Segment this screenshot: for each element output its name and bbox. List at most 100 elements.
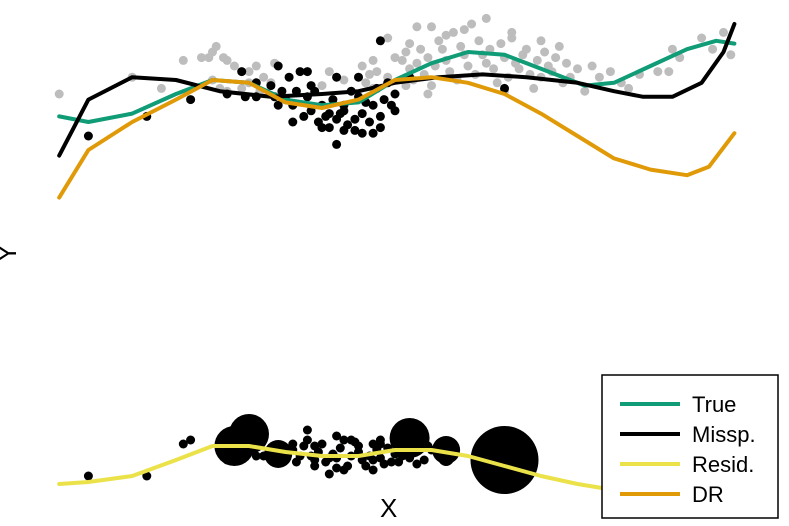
points-observed-point-49 [390, 106, 400, 116]
points-unobserved-point-85 [664, 67, 674, 77]
points-unobserved-point-66 [532, 55, 542, 65]
points-unobserved-point-79 [594, 72, 604, 82]
points-unobserved-point-54 [489, 64, 499, 74]
points-unobserved-point-61 [514, 64, 524, 74]
points-unobserved-point-78 [587, 61, 597, 71]
points-unobserved-point-84 [653, 67, 663, 77]
points-weighted-point-50 [332, 463, 342, 473]
points-unobserved-point-74 [562, 58, 571, 68]
points-unobserved-point-43 [448, 27, 458, 37]
points-weighted-point-46 [419, 455, 429, 465]
points-unobserved-point-12 [259, 72, 269, 82]
points-weighted-point-59 [354, 441, 363, 451]
points-unobserved-point-39 [434, 36, 444, 46]
points-unobserved-point-29 [401, 47, 411, 57]
points-observed-point-58 [273, 61, 283, 71]
points-weighted-point-20 [317, 439, 327, 449]
x-axis-label: X [380, 493, 397, 523]
points-observed-point-31 [357, 109, 367, 119]
points-observed-point-59 [302, 67, 312, 77]
line-true [57, 38, 737, 124]
panel-bottom [57, 414, 675, 494]
points-unobserved-point-25 [372, 67, 382, 77]
points-observed-point-46 [357, 128, 367, 138]
points-weighted-point-63 [302, 425, 312, 435]
legend-label-3: DR [692, 482, 724, 507]
points-weighted-point-26 [339, 435, 349, 445]
points-observed-point-57 [375, 36, 385, 46]
points-observed-point-24 [332, 139, 342, 149]
points-unobserved-point-107 [156, 83, 166, 93]
points-unobserved-point-8 [222, 55, 232, 65]
points-unobserved-point-28 [397, 55, 407, 65]
points-observed-point-40 [390, 89, 400, 99]
points-unobserved-point-9 [229, 61, 239, 71]
points-unobserved-point-37 [427, 81, 436, 91]
points-unobserved-point-21 [357, 61, 367, 71]
points-unobserved-point-94 [507, 27, 517, 37]
points-weighted-point-60 [368, 455, 378, 465]
points-unobserved-point-98 [427, 22, 436, 32]
points-unobserved-point-6 [211, 41, 221, 51]
points-weighted-point-54 [310, 441, 320, 451]
points-unobserved-point-76 [573, 64, 582, 74]
points-observed-point-8 [273, 100, 283, 110]
points-unobserved-point-82 [624, 83, 634, 93]
points-unobserved-point-92 [459, 25, 469, 35]
points-unobserved-point-71 [551, 53, 561, 63]
points-unobserved-point-30 [405, 39, 415, 49]
points-unobserved-point-48 [467, 19, 477, 29]
points-weighted-large-point-5 [470, 426, 539, 494]
points-observed-point-54 [306, 81, 316, 91]
points-observed-point-34 [368, 100, 378, 110]
points-observed-point-52 [186, 95, 196, 105]
points-weighted-point-3 [186, 435, 196, 445]
points-unobserved-point-27 [390, 53, 400, 63]
points-weighted-point-6 [251, 451, 261, 461]
points-unobserved-point-36 [423, 53, 433, 63]
points-observed-point-11 [284, 72, 294, 82]
points-observed-point-22 [324, 123, 334, 133]
points-weighted-point-32 [361, 461, 371, 471]
points-observed-point-43 [332, 114, 342, 124]
points-unobserved-point-22 [361, 78, 371, 88]
points-unobserved-point-65 [529, 83, 539, 93]
points-weighted-point-62 [375, 439, 385, 449]
points-observed-point-56 [354, 72, 363, 82]
points-unobserved-point-72 [554, 41, 564, 51]
legend-label-0: True [692, 392, 736, 417]
points-observed-point-60 [288, 117, 298, 127]
points-unobserved-point-100 [368, 55, 378, 65]
points-unobserved-point-45 [456, 41, 466, 51]
points-unobserved-point-95 [441, 30, 451, 40]
points-observed-point-36 [375, 111, 385, 121]
points-weighted-large-point-4 [264, 440, 293, 468]
points-observed-point-0 [83, 131, 93, 141]
points-observed-point-51 [500, 83, 509, 93]
points-weighted-point-2 [178, 439, 188, 449]
legend: True Missp. Resid. DR [601, 374, 779, 519]
points-weighted-point-52 [368, 465, 378, 475]
points-unobserved-point-88 [697, 33, 707, 43]
y-axis-label: Y [0, 245, 22, 262]
points-weighted-point-61 [310, 461, 320, 471]
points-observed-point-3 [237, 67, 247, 77]
points-observed-point-47 [368, 128, 378, 138]
points-observed-point-61 [339, 106, 349, 116]
points-observed-point-29 [350, 114, 360, 124]
points-unobserved-point-86 [667, 44, 677, 54]
points-unobserved-point-89 [708, 44, 718, 54]
panel-top [54, 13, 737, 200]
points-weighted-point-39 [386, 457, 396, 467]
points-unobserved-point-77 [580, 86, 590, 96]
points-unobserved-point-55 [492, 78, 502, 88]
points-weighted-point-0 [83, 471, 93, 481]
points-unobserved-point-34 [416, 44, 426, 54]
points-observed-point-37 [379, 95, 389, 105]
points-unobserved-point-67 [536, 36, 546, 46]
points-observed-point-55 [332, 72, 342, 82]
points-weighted-point-16 [302, 435, 312, 445]
line-resid- [57, 444, 675, 494]
points-observed-point-45 [350, 125, 360, 135]
